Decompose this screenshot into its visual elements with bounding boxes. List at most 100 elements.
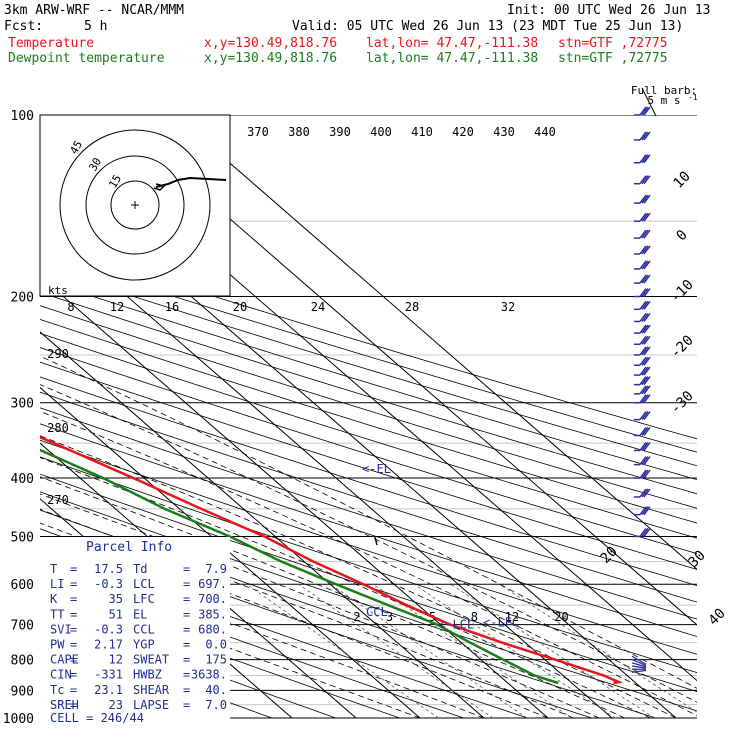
wind-barb-flag (639, 376, 647, 386)
parcel-key: LCL (133, 577, 155, 591)
wind-barb-flag (641, 300, 649, 310)
wind-barb-flag (643, 260, 651, 270)
parcel-value: 680. (198, 622, 227, 636)
parcel-key: T (50, 562, 57, 576)
parcel-key: CIN (50, 668, 72, 682)
parcel-key: = (70, 592, 77, 606)
mixing-ratio-line (450, 583, 655, 719)
dry-adiabat (40, 253, 697, 453)
mixing-ratio-label: 3 (386, 610, 393, 624)
parcel-key: Tc (50, 683, 64, 697)
wind-barb-flag (643, 411, 651, 421)
dry-adiabat (40, 491, 697, 712)
wind-barb-flag (639, 442, 647, 451)
wind-barb-flag (641, 154, 649, 164)
parcel-value: 697. (198, 577, 227, 591)
wind-barb-flag (643, 469, 651, 479)
isotherm (40, 219, 613, 719)
wind-barb-flag (641, 175, 649, 185)
pressure-tick-label: 800 (11, 654, 34, 669)
parcel-value: 7.9 (205, 562, 227, 576)
wind-barb-flag (639, 469, 647, 479)
ccl-marker: CCL (366, 605, 388, 619)
wind-barb-flag (643, 376, 651, 386)
wind-barb-flag (643, 175, 651, 185)
dry-adiabat (40, 456, 697, 674)
wind-barb-flag (639, 131, 647, 141)
dewpoint-latlon: lat,lon= 47.47,-111.38 (366, 51, 539, 66)
wind-barb-flag (643, 366, 651, 376)
parcel-value: 385. (198, 607, 227, 621)
wind-barb-flag (643, 488, 651, 498)
temperature-latlon: lat,lon= 47.47,-111.38 (366, 36, 539, 51)
speed-scale-label: 8 (67, 300, 74, 314)
speed-scale-label: 28 (405, 300, 419, 314)
parcel-value: 23.1 (94, 683, 123, 697)
wind-barb-flag (643, 106, 651, 116)
parcel-value: -0.3 (94, 622, 123, 636)
speed-scale-label: 24 (311, 300, 325, 314)
parcel-key: = (183, 668, 190, 682)
wind-barb-flag (639, 154, 647, 164)
moist-adiabat (40, 384, 697, 703)
theta-label: 280 (47, 421, 69, 435)
wind-barb-flag (639, 274, 647, 284)
moist-adiabat (40, 493, 600, 719)
dry-adiabat (40, 588, 400, 719)
dry-adiabat (40, 361, 697, 570)
parcel-value: 7.0 (205, 698, 227, 712)
parcel-key: = (70, 683, 77, 697)
hodograph-ring (59, 129, 211, 281)
pressure-tick-label: 200 (11, 291, 34, 306)
parcel-key: PW (50, 638, 65, 652)
isotherm (40, 331, 485, 719)
dry-adiabat (40, 439, 697, 655)
wind-barb-flag (643, 131, 651, 141)
wind-barb-flag (641, 324, 649, 334)
wind-barb-flag (641, 288, 649, 297)
mixing-ratio-label: 20 (554, 610, 568, 624)
parcel-value: 40. (205, 683, 227, 697)
mixing-ratio-label: 2 (353, 610, 360, 624)
model-title: 3km ARW-WRF -- NCAR/MMM (4, 3, 185, 18)
wind-barb-flag (639, 106, 647, 116)
wind-barb-flag (639, 488, 647, 498)
wind-barb-flag (639, 427, 647, 436)
wind-barb-flag (639, 212, 647, 222)
wind-barb-flag (643, 194, 651, 204)
parcel-key: = (183, 607, 190, 621)
wind-barb-flag (641, 131, 649, 141)
wind-barb-flag (643, 385, 651, 395)
moist-adiabat (40, 476, 625, 719)
dry-adiabat (40, 391, 697, 603)
parcel-key: = (183, 577, 190, 591)
hodograph-units: kts (48, 284, 68, 297)
theta-label: 400 (370, 125, 392, 139)
parcel-key: = (183, 592, 190, 606)
temperature-xy: x,y=130.49,818.76 (204, 36, 338, 51)
isotherm-label: 0 (674, 227, 691, 244)
wind-barb-flag (643, 394, 651, 404)
pressure-tick-label: 500 (11, 530, 34, 545)
pressure-tick-label: 400 (11, 472, 34, 487)
init-time: Init: 00 UTC Wed 26 Jun 13 (507, 3, 711, 18)
wind-barb-flag (643, 442, 651, 451)
dry-adiabat (40, 278, 697, 481)
wind-barb-low (631, 658, 647, 667)
parcel-key: CCL (133, 622, 155, 636)
wind-barb-flag (641, 245, 649, 255)
wind-barb-flag (639, 346, 647, 356)
wind-barb-flag (641, 260, 649, 270)
wind-barb-flag (643, 300, 651, 310)
wind-barb-flag (639, 194, 647, 204)
wind-barb-flag (641, 346, 649, 356)
wind-barb-low (631, 669, 647, 673)
lcl-marker: <-LCL (438, 617, 474, 631)
parcel-key: = (183, 683, 190, 697)
parcel-key: YGP (133, 638, 155, 652)
dry-adiabat (40, 347, 697, 554)
wind-barb-flag (643, 324, 651, 334)
moist-adiabat (40, 435, 677, 719)
pressure-tick-label: 700 (11, 619, 34, 634)
